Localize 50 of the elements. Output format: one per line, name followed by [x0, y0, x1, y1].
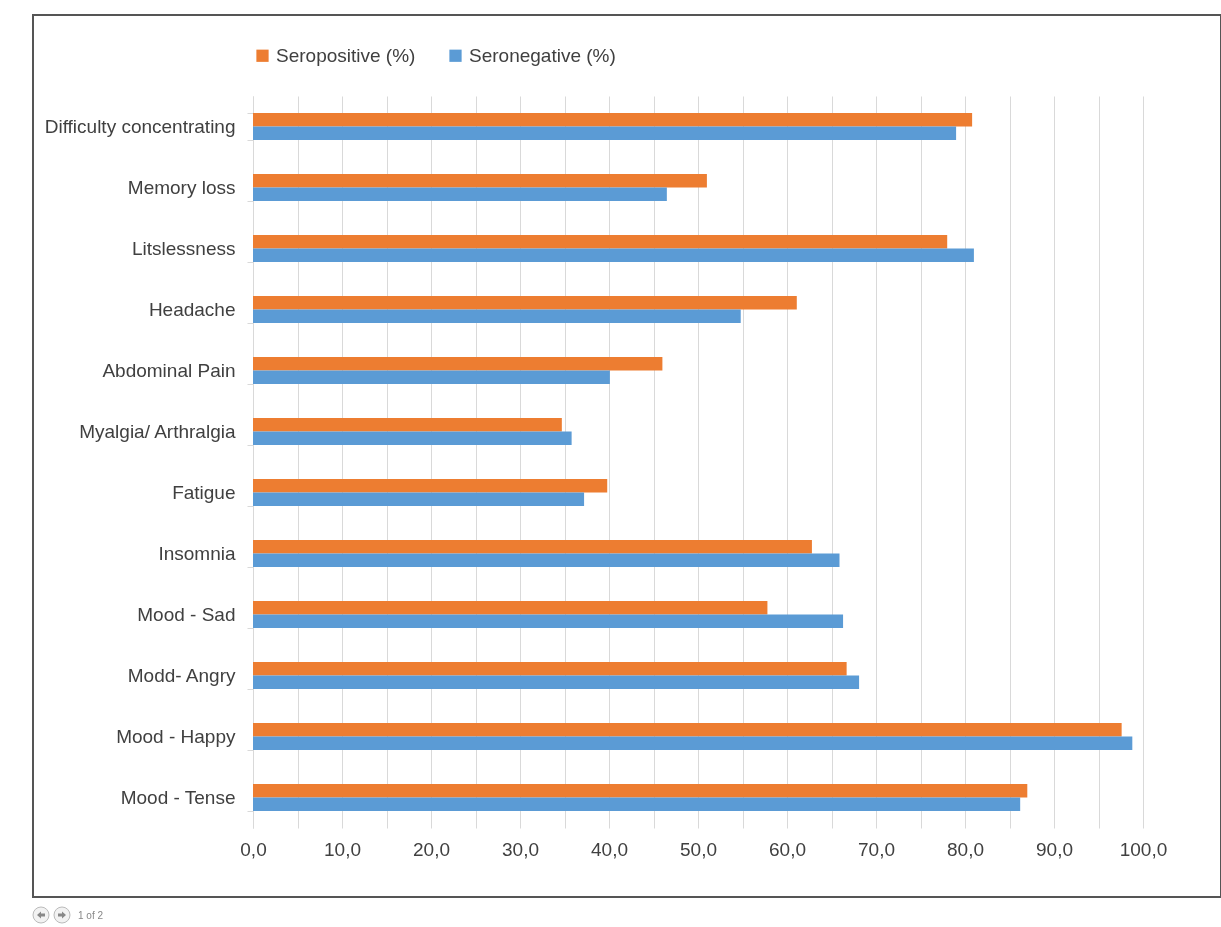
x-tick-label: 100,0 [1119, 838, 1168, 860]
y-tick-label: Headache [148, 299, 236, 320]
y-tick-label: Mood - Happy [116, 726, 236, 747]
bar [253, 553, 840, 567]
bar [253, 126, 957, 140]
bar [253, 187, 667, 201]
x-tick-label: 40,0 [591, 838, 628, 860]
bar [253, 357, 663, 371]
bar [253, 492, 585, 506]
x-tick-label: 70,0 [858, 838, 895, 860]
bar [253, 784, 1028, 798]
y-tick-label: Litslessness [132, 238, 236, 259]
y-tick-label: Mood - Sad [137, 604, 236, 625]
x-tick-label: 20,0 [413, 838, 450, 860]
x-tick-label: 80,0 [947, 838, 984, 860]
bar [253, 736, 1133, 750]
bar [253, 479, 608, 493]
y-tick-label: Difficulty concentrating [44, 116, 236, 137]
bar [253, 418, 562, 432]
x-tick-label: 0,0 [240, 838, 267, 860]
x-tick-label: 30,0 [502, 838, 539, 860]
y-tick-label: Mood - Tense [120, 787, 236, 808]
bar [253, 235, 948, 249]
bar [253, 370, 610, 384]
x-tick-label: 90,0 [1036, 838, 1073, 860]
bar [253, 723, 1122, 737]
y-tick-label: Fatigue [172, 482, 236, 503]
bar [253, 797, 1021, 811]
x-tick-label: 60,0 [769, 838, 806, 860]
bar [253, 113, 973, 127]
bar [253, 601, 768, 615]
legend-label: Seropositive (%) [276, 44, 416, 66]
bar [253, 614, 844, 628]
legend-label: Seronegative (%) [469, 44, 616, 66]
bar [253, 675, 860, 689]
bar [253, 174, 707, 188]
bar [253, 431, 572, 445]
bar [253, 540, 812, 554]
bar [253, 309, 741, 323]
text: 1 of 2 [78, 909, 104, 921]
y-tick-label: Modd- Angry [127, 665, 236, 686]
y-tick-label: Myalgia/ Arthralgia [79, 421, 236, 442]
x-tick-label: 50,0 [680, 838, 717, 860]
bar [253, 662, 847, 676]
y-tick-label: Insomnia [158, 543, 236, 564]
x-tick-label: 10,0 [324, 838, 361, 860]
y-tick-label: Abdominal Pain [102, 360, 236, 381]
bar [253, 248, 974, 262]
bar [253, 296, 797, 310]
y-tick-label: Memory loss [127, 177, 236, 198]
